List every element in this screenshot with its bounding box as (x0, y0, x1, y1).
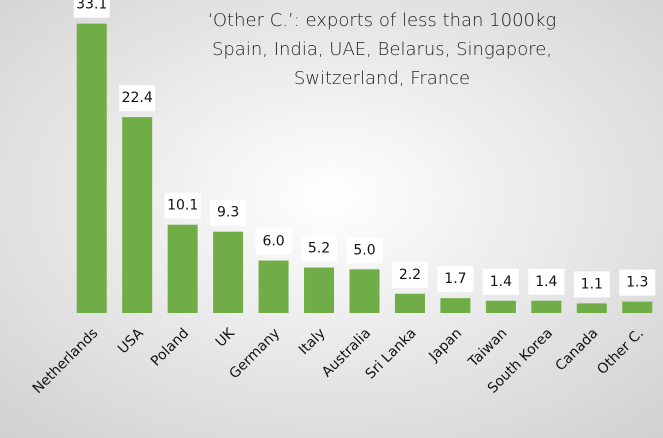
value-label: 6.0 (262, 234, 284, 250)
value-label: 1.1 (581, 276, 603, 292)
bar (622, 301, 653, 313)
value-label: 5.2 (308, 241, 330, 257)
bar (440, 298, 471, 313)
value-label-box (619, 269, 656, 296)
value-label: 1.3 (626, 275, 648, 291)
value-label-box (528, 268, 565, 295)
value-label: 10.1 (167, 198, 198, 214)
bar (531, 300, 562, 313)
value-label: 2.2 (399, 267, 421, 283)
bar (213, 231, 244, 313)
annotation: Spain, India, UAE, Belarus, Singapore, (212, 39, 552, 60)
bar (576, 303, 607, 313)
bar (349, 269, 380, 313)
value-label-box (73, 0, 110, 18)
value-label: 9.3 (217, 205, 239, 221)
value-label-box (346, 237, 383, 264)
value-label: 33.1 (76, 0, 107, 13)
bar (76, 23, 107, 314)
value-label-box (164, 192, 201, 219)
value-label-box (210, 199, 247, 226)
value-label-box (573, 271, 610, 298)
value-label-box (255, 228, 292, 255)
bar (258, 260, 289, 313)
value-label-box (301, 235, 338, 262)
bar (394, 293, 425, 313)
annotation: ‘Other C.’: exports of less than 1000kg (208, 10, 556, 31)
bar (167, 224, 198, 313)
value-label: 1.4 (490, 274, 512, 290)
value-label: 5.0 (353, 242, 375, 258)
value-label: 22.4 (122, 90, 153, 106)
value-label: 1.4 (535, 274, 557, 290)
bar (304, 267, 335, 313)
value-label-box (119, 85, 156, 112)
value-label-box (391, 261, 428, 288)
value-label-box (437, 266, 474, 293)
bar (122, 117, 153, 313)
annotation: Switzerland, France (294, 68, 470, 89)
bar (485, 300, 516, 313)
value-label-box (482, 268, 519, 295)
value-label: 1.7 (444, 271, 466, 287)
